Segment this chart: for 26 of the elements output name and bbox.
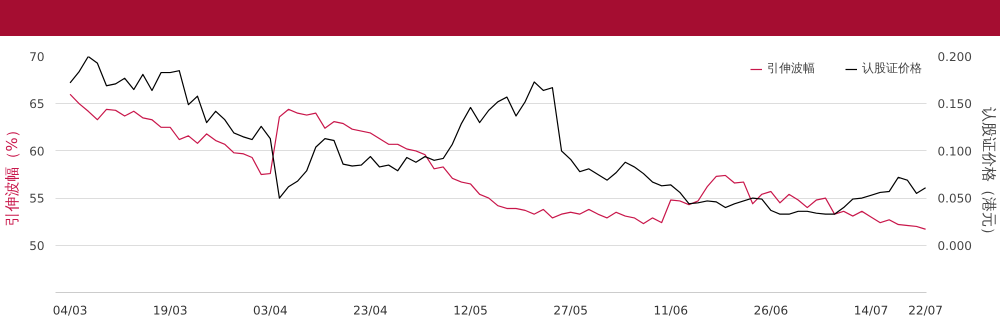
line-series — [69, 56, 926, 215]
y2-axis-title: 认股证价格（港元） — [980, 107, 998, 242]
y2-tick-label: 0.000 — [938, 238, 972, 253]
legend-label: 引伸波幅 — [767, 60, 815, 77]
y-tick-label: 50 — [29, 238, 45, 253]
y-axis-title: 引伸波幅（%） — [3, 122, 22, 227]
y2-tick-label: 0.150 — [938, 97, 972, 112]
y2-tick-label: 0.100 — [938, 144, 972, 158]
x-tick-label: 23/04 — [353, 304, 388, 318]
x-tick-label: 26/06 — [754, 304, 788, 318]
y-tick-label: 55 — [29, 192, 45, 206]
x-tick-label: 11/06 — [653, 304, 688, 318]
x-tick-label: 19/03 — [152, 304, 188, 318]
x-tick-label: 12/05 — [453, 304, 488, 318]
x-tick-label: 03/04 — [253, 304, 288, 318]
y-tick-label: 65 — [29, 97, 45, 112]
line-series — [69, 94, 926, 230]
y-tick-label: 60 — [29, 144, 45, 158]
y2-tick-label: 0.200 — [938, 50, 972, 64]
x-tick-label: 04/03 — [52, 304, 88, 318]
x-tick-label: 22/07 — [908, 304, 943, 318]
x-tick-label: 14/07 — [854, 304, 888, 318]
y2-tick-label: 0.050 — [938, 192, 972, 206]
legend-label: 认股证价格 — [862, 60, 922, 77]
x-tick-label: 27/05 — [553, 304, 588, 318]
y-tick-label: 70 — [29, 50, 45, 64]
